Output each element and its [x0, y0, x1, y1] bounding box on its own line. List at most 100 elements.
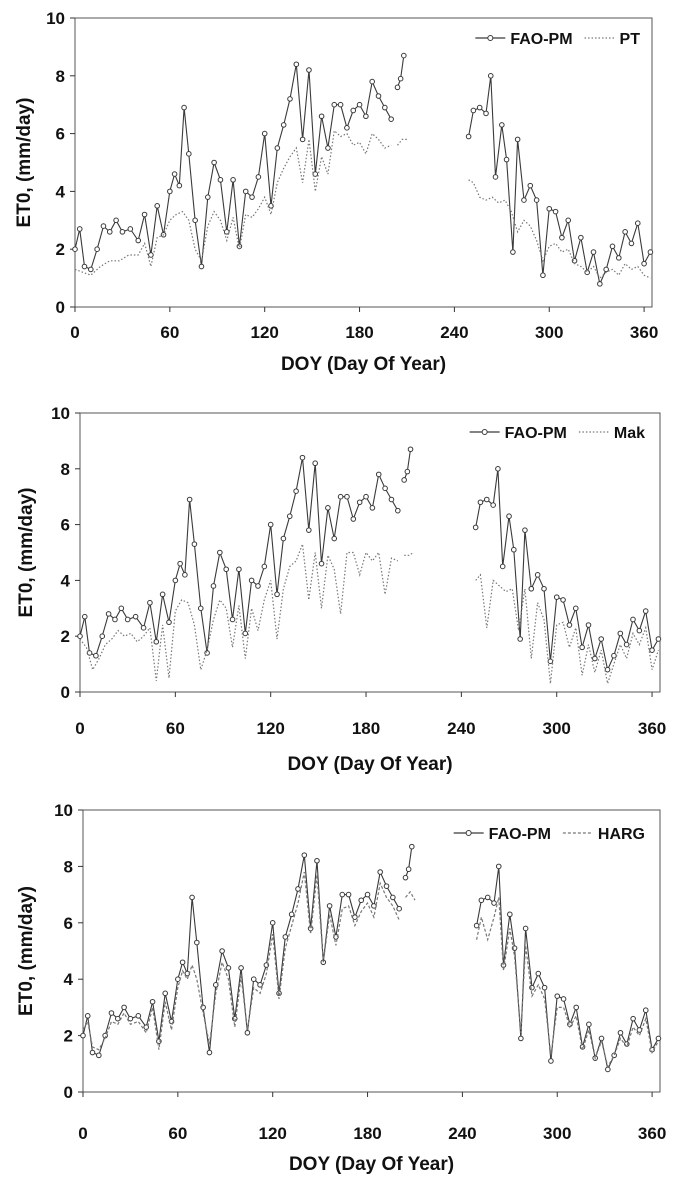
data-point [314, 857, 320, 864]
data-point [517, 636, 523, 642]
data-point [611, 652, 617, 659]
series-fao-pm [80, 843, 662, 1073]
data-point [177, 560, 183, 567]
x-axis-label: DOY (Day Of Year) [281, 354, 446, 375]
data-point [325, 505, 331, 511]
y-tick-label: 6 [61, 516, 70, 535]
x-tick-label: 180 [352, 719, 380, 738]
data-point [255, 583, 261, 589]
series-line [475, 573, 659, 684]
data-point [396, 905, 402, 912]
series-line [476, 897, 659, 1069]
y-tick-label: 10 [54, 801, 73, 820]
x-tick-label: 120 [256, 719, 284, 738]
data-point [217, 177, 224, 183]
x-tick-label: 240 [440, 323, 468, 342]
data-point [578, 234, 584, 241]
data-point [306, 527, 312, 533]
data-point [80, 1032, 86, 1039]
series-line [396, 55, 405, 88]
series-line [79, 457, 399, 657]
data-point [363, 113, 369, 120]
data-point [88, 266, 94, 273]
x-tick-label: 0 [78, 1124, 87, 1143]
data-point [383, 883, 390, 889]
series-line [74, 129, 392, 276]
data-point [331, 535, 338, 542]
data-point [301, 852, 308, 858]
x-tick-label: 300 [543, 719, 571, 738]
data-point [181, 104, 187, 111]
data-point [307, 925, 314, 932]
data-point [407, 446, 414, 453]
data-point [528, 585, 535, 592]
data-point [153, 638, 160, 645]
data-point [573, 1004, 580, 1011]
data-point [148, 252, 154, 258]
series-line [82, 871, 400, 1051]
data-point [162, 990, 169, 997]
series-line [403, 449, 412, 481]
legend-label: PT [620, 31, 641, 48]
data-point [470, 107, 477, 114]
data-point [287, 96, 293, 102]
x-tick-label: 360 [630, 323, 658, 342]
data-point [159, 591, 166, 598]
data-point [534, 572, 541, 578]
legend-marker [465, 830, 472, 836]
data-point [616, 255, 622, 261]
data-point [175, 976, 181, 983]
x-tick-label: 60 [166, 719, 185, 738]
data-point [388, 496, 395, 503]
data-point [553, 594, 560, 600]
data-point [127, 1015, 134, 1022]
y-tick-label: 4 [64, 970, 74, 989]
data-point [369, 78, 375, 85]
data-point [598, 636, 605, 642]
data-point [108, 1010, 115, 1016]
y-tick-label: 2 [56, 240, 65, 259]
series-line [79, 543, 399, 681]
data-point [541, 585, 547, 592]
data-point [286, 513, 293, 520]
data-point [105, 611, 112, 617]
data-point [522, 925, 529, 932]
data-point [473, 922, 480, 929]
y-tick-label: 8 [64, 857, 73, 876]
data-point [636, 627, 643, 634]
data-point [167, 188, 173, 195]
data-point [597, 281, 603, 287]
data-point [132, 613, 139, 620]
data-point [592, 655, 598, 662]
legend: PT FAO-PM [475, 31, 640, 48]
legend-label: FAO-PM [489, 826, 551, 843]
y-tick-label: 4 [56, 182, 66, 201]
data-point [395, 507, 401, 514]
data-point [326, 903, 333, 909]
data-point [135, 1013, 142, 1019]
data-point [552, 208, 559, 215]
data-point [186, 496, 193, 503]
y-tick-label: 10 [51, 404, 70, 423]
data-point [634, 220, 641, 226]
data-point [238, 965, 244, 971]
data-point [507, 911, 513, 918]
data-point [337, 493, 344, 500]
series-line [404, 846, 413, 878]
data-point [533, 197, 540, 203]
x-tick-label: 120 [251, 323, 279, 342]
data-point [172, 577, 179, 584]
data-point [356, 499, 363, 506]
data-point [630, 1015, 636, 1022]
data-point [364, 891, 371, 898]
data-point [402, 874, 409, 881]
data-point [250, 976, 257, 983]
data-point [356, 101, 363, 108]
data-point [84, 1013, 91, 1019]
data-point [649, 647, 655, 653]
data-point [344, 125, 350, 131]
data-point [81, 263, 88, 270]
data-point [495, 863, 502, 870]
data-point [554, 993, 561, 999]
data-point [76, 226, 83, 232]
